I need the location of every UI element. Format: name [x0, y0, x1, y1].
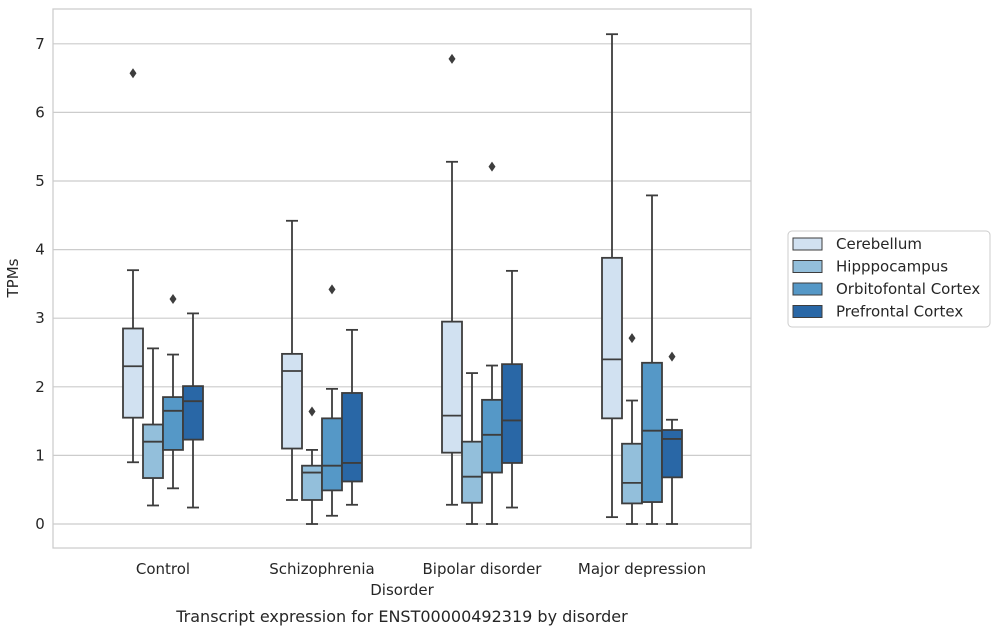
iqr-box: [641, 361, 663, 503]
box-orbitofontal-cortex: [481, 161, 503, 525]
y-tick-label: 1: [35, 446, 45, 464]
legend-swatch: [792, 260, 823, 273]
box-prefrontal-cortex: [501, 269, 523, 509]
iqr-box: [341, 392, 363, 483]
x-tick-label: Major depression: [578, 560, 706, 578]
plot-frame: [52, 8, 752, 549]
box-cerebellum: [441, 53, 463, 506]
iqr-box: [162, 396, 184, 451]
box-hipppocampus: [142, 347, 164, 507]
chart-caption: Transcript expression for ENST0000049231…: [175, 607, 628, 626]
legend-label: Prefrontal Cortex: [836, 303, 963, 321]
box-groups: [122, 33, 683, 525]
y-tick-label: 7: [35, 35, 45, 53]
box-orbitofontal-cortex: [162, 293, 184, 490]
box-cerebellum: [601, 33, 623, 519]
box-orbitofontal-cortex: [641, 194, 663, 525]
box-cerebellum: [281, 219, 303, 501]
iqr-box: [301, 464, 323, 501]
gridlines: [53, 43, 751, 525]
legend-frame: [787, 230, 991, 328]
y-tick-label: 6: [35, 103, 45, 121]
x-tick-label: Bipolar disorder: [423, 560, 543, 578]
legend-swatch: [792, 237, 823, 251]
box-orbitofontal-cortex: [321, 284, 343, 517]
y-tick-labels: 0 1 2 3 4 5 6 7: [35, 35, 45, 533]
iqr-box: [601, 256, 623, 420]
box-hipppocampus: [461, 372, 483, 525]
y-tick-label: 5: [35, 172, 45, 190]
y-tick-label: 2: [35, 378, 45, 396]
iqr-box: [461, 440, 483, 504]
iqr-box: [122, 327, 144, 419]
iqr-box: [142, 423, 164, 479]
legend-label: Cerebellum: [836, 235, 922, 253]
legend-swatch: [792, 305, 823, 318]
legend-label: Hipppocampus: [836, 258, 948, 276]
box-prefrontal-cortex: [661, 351, 683, 525]
x-tick-label: Control: [136, 560, 190, 578]
legend: Cerebellum Hipppocampus Orbitofontal Corte…: [787, 230, 991, 328]
iqr-box: [281, 352, 303, 450]
legend-swatch: [792, 282, 823, 296]
box-cerebellum: [122, 68, 144, 464]
box-hipppocampus: [301, 406, 323, 525]
y-tick-label: 3: [35, 309, 45, 327]
iqr-box: [481, 398, 503, 474]
x-axis-label: Disorder: [370, 581, 434, 599]
iqr-box: [321, 417, 343, 492]
y-tick-label: 0: [35, 515, 45, 533]
outlier-point: [169, 293, 177, 304]
y-tick-label: 4: [35, 241, 45, 259]
box-hipppocampus: [621, 333, 643, 525]
box-prefrontal-cortex: [341, 328, 363, 506]
x-tick-label: Schizophrenia: [269, 560, 374, 578]
outlier-point: [668, 351, 676, 362]
outlier-point: [129, 68, 137, 79]
y-axis-label: TPMs: [4, 258, 22, 298]
iqr-box: [501, 363, 523, 464]
outlier-point: [448, 53, 456, 64]
outlier-point: [488, 161, 496, 172]
iqr-box: [182, 385, 204, 441]
iqr-box: [661, 429, 683, 479]
iqr-box: [621, 442, 643, 505]
outlier-point: [328, 284, 336, 295]
outlier-point: [628, 333, 636, 344]
outlier-point: [308, 406, 316, 417]
legend-label: Orbitofontal Cortex: [836, 280, 980, 298]
iqr-box: [441, 320, 463, 454]
x-tick-labels: Control Schizophrenia Bipolar disorder Majo…: [136, 560, 706, 578]
box-prefrontal-cortex: [182, 312, 204, 509]
